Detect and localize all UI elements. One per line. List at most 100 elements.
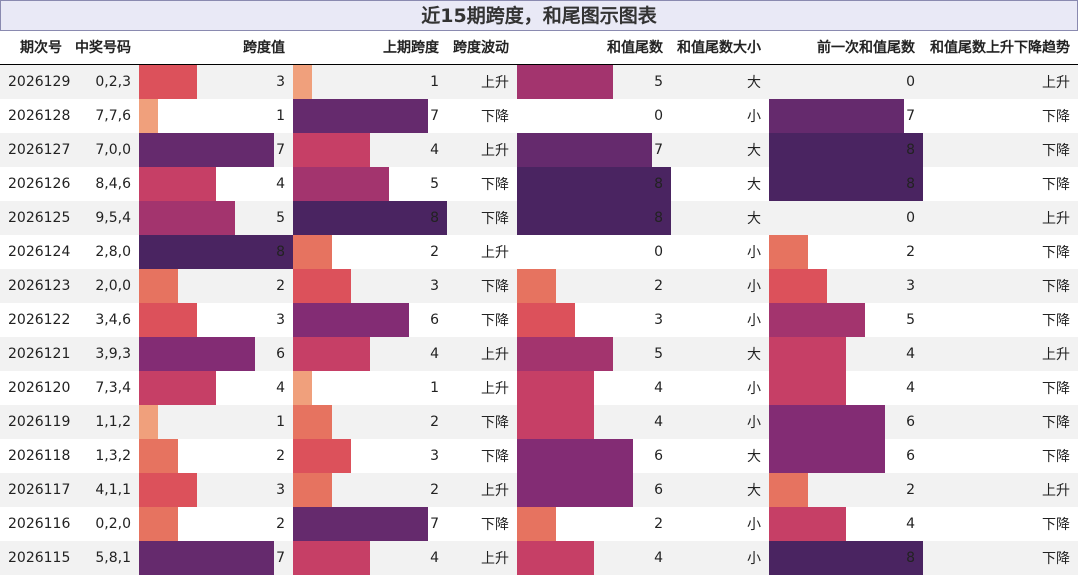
row-span-cell: 3 [139, 65, 293, 99]
row-span-cell: 3 [139, 303, 293, 337]
row-tail-label: 8 [654, 176, 663, 192]
row-prev-span-cell: 2 [293, 405, 447, 439]
row-span-label: 1 [276, 108, 285, 124]
row-tail-trend: 下降 [1042, 449, 1070, 465]
row-span-bar [139, 303, 197, 337]
col-header-prev-tail: 前一次和值尾数 [769, 30, 923, 65]
row-numbers: 8,4,6 [95, 176, 131, 192]
row-numbers: 7,3,4 [95, 380, 131, 396]
row-span-bar [139, 337, 255, 371]
row-span-wave: 下降 [481, 517, 509, 533]
table-row: 2026121 3,9,3 6 4 上升 5 大 4 上升 [0, 337, 1078, 371]
row-tail-trend: 上升 [1042, 483, 1070, 499]
table-body: 2026129 0,2,3 3 1 上升 5 大 0 上升 2026128 7,7,6 1 7 下降 0 小 7… [0, 64, 1078, 575]
row-prev-tail-label: 2 [906, 244, 915, 260]
row-prev-tail-label: 4 [906, 380, 915, 396]
row-tail-size: 大 [747, 177, 761, 193]
row-period: 2026128 [8, 108, 71, 124]
row-prev-span-bar [293, 133, 370, 167]
table-row: 2026122 3,4,6 3 6 下降 3 小 5 下降 [0, 303, 1078, 337]
row-span-wave: 上升 [481, 381, 509, 397]
row-span-cell: 1 [139, 99, 293, 133]
row-span-cell: 2 [139, 269, 293, 303]
row-span-bar [139, 235, 293, 269]
row-tail-cell: 3 [517, 303, 671, 337]
row-tail-trend: 下降 [1042, 245, 1070, 261]
row-numbers: 4,1,1 [95, 482, 131, 498]
row-tail-cell: 5 [517, 65, 671, 99]
row-tail-bar [517, 541, 594, 575]
row-span-cell: 7 [139, 133, 293, 167]
col-header-prev-span: 上期跨度 [293, 30, 447, 65]
row-period: 2026118 [8, 448, 71, 464]
row-tail-bar [517, 371, 594, 405]
row-span-label: 4 [276, 176, 285, 192]
row-span-label: 1 [276, 414, 285, 430]
row-prev-span-bar [293, 303, 409, 337]
row-tail-bar [517, 303, 575, 337]
row-span-cell: 4 [139, 167, 293, 201]
row-span-wave: 下降 [481, 279, 509, 295]
row-span-wave: 上升 [481, 347, 509, 363]
row-numbers: 7,0,0 [95, 142, 131, 158]
row-span-wave: 下降 [481, 211, 509, 227]
row-period: 2026126 [8, 176, 71, 192]
row-prev-span-cell: 3 [293, 439, 447, 473]
row-numbers: 0,2,3 [95, 74, 131, 90]
row-prev-tail-bar [769, 507, 846, 541]
col-header-span-wave: 跨度波动 [447, 30, 517, 65]
row-prev-tail-bar [769, 473, 808, 507]
row-prev-tail-label: 0 [906, 210, 915, 226]
row-prev-span-label: 7 [430, 516, 439, 532]
row-prev-span-bar [293, 473, 332, 507]
row-span-cell: 3 [139, 473, 293, 507]
row-period: 2026123 [8, 278, 71, 294]
row-tail-cell: 8 [517, 201, 671, 235]
row-prev-span-cell: 4 [293, 337, 447, 371]
row-tail-cell: 4 [517, 405, 671, 439]
row-prev-tail-label: 4 [906, 516, 915, 532]
row-prev-span-label: 8 [430, 210, 439, 226]
row-numbers: 1,1,2 [95, 414, 131, 430]
row-span-label: 3 [276, 312, 285, 328]
row-tail-trend: 下降 [1042, 381, 1070, 397]
row-tail-bar [517, 167, 671, 201]
row-tail-bar [517, 405, 594, 439]
row-tail-cell: 7 [517, 133, 671, 167]
row-tail-cell: 8 [517, 167, 671, 201]
row-prev-span-cell: 2 [293, 473, 447, 507]
row-prev-span-label: 4 [430, 346, 439, 362]
table-row: 2026128 7,7,6 1 7 下降 0 小 7 下降 [0, 99, 1078, 133]
row-prev-tail-bar [769, 269, 827, 303]
row-tail-cell: 4 [517, 541, 671, 575]
row-span-wave: 下降 [481, 313, 509, 329]
row-span-bar [139, 473, 197, 507]
row-span-wave: 上升 [481, 143, 509, 159]
row-prev-span-label: 1 [430, 380, 439, 396]
col-header-tail: 和值尾数 [517, 30, 671, 65]
row-tail-cell: 4 [517, 371, 671, 405]
row-prev-span-label: 2 [430, 482, 439, 498]
row-tail-size: 大 [747, 347, 761, 363]
row-prev-tail-cell: 2 [769, 235, 923, 269]
row-prev-tail-cell: 3 [769, 269, 923, 303]
row-span-bar [139, 439, 178, 473]
row-span-wave: 下降 [481, 449, 509, 465]
row-span-bar [139, 167, 216, 201]
row-span-label: 3 [276, 482, 285, 498]
row-prev-tail-cell: 8 [769, 167, 923, 201]
row-prev-tail-bar [769, 541, 923, 575]
row-tail-label: 5 [654, 74, 663, 90]
row-prev-span-bar [293, 439, 351, 473]
row-prev-span-cell: 1 [293, 65, 447, 99]
row-span-wave: 上升 [481, 483, 509, 499]
row-prev-tail-cell: 2 [769, 473, 923, 507]
row-tail-label: 2 [654, 278, 663, 294]
row-prev-tail-bar [769, 235, 808, 269]
chart-title: 近15期跨度，和尾图示图表 [0, 0, 1078, 31]
row-prev-tail-label: 0 [906, 74, 915, 90]
row-span-label: 8 [276, 244, 285, 260]
row-prev-tail-cell: 8 [769, 541, 923, 575]
row-prev-tail-label: 6 [906, 414, 915, 430]
row-tail-label: 4 [654, 414, 663, 430]
